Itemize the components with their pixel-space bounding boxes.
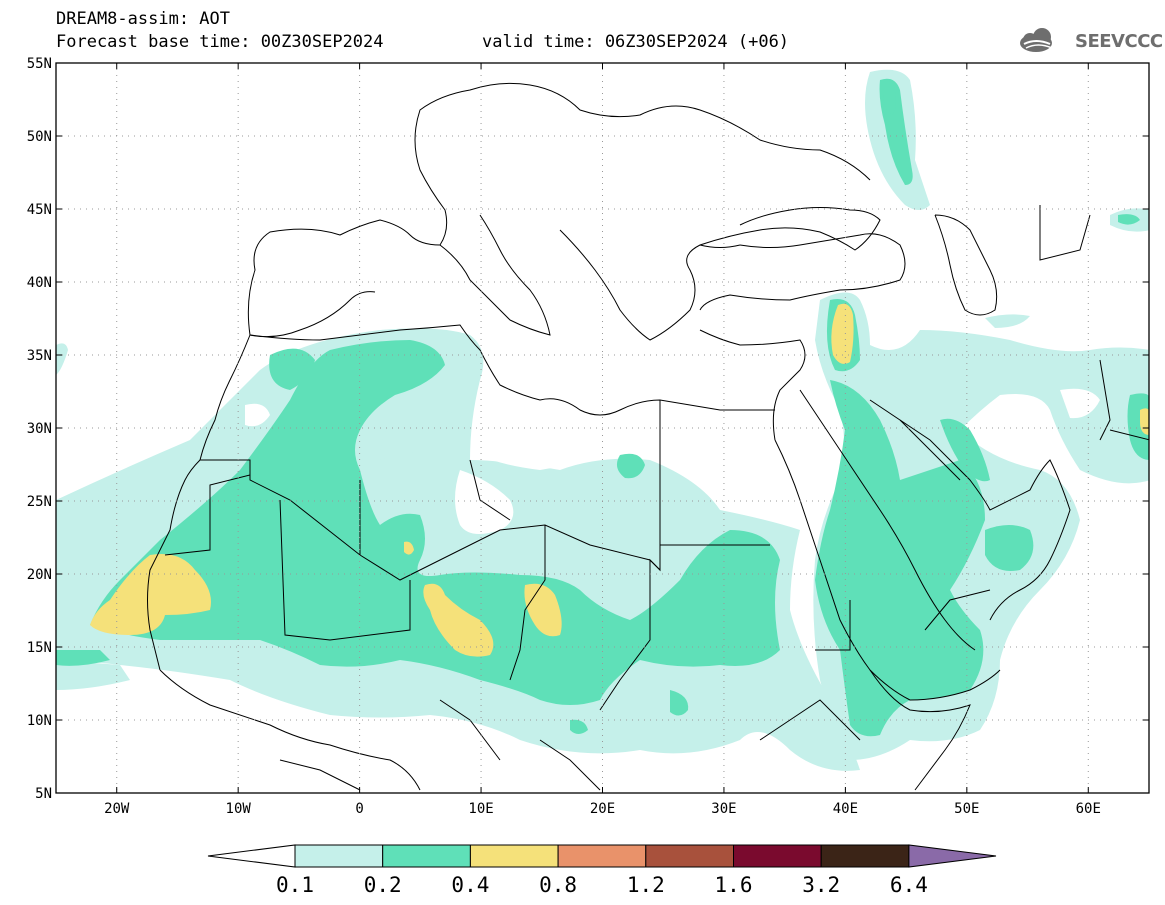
colorbar-box [557,844,647,868]
lat-tick-label: 30N [27,421,52,437]
colorbar-box [294,844,384,868]
colorbar-box [820,844,910,868]
lat-tick-label: 50N [27,129,52,145]
lat-tick-label: 35N [27,348,52,364]
lon-tick-label: 40E [833,801,858,817]
aot-level-mid [56,78,1149,737]
lon-tick-label: 20W [104,801,130,817]
lat-tick-label: 15N [27,640,52,656]
colorbar-box [645,844,734,868]
colorbar-level-label: 0.4 [451,873,489,897]
lat-tick-label: 10N [27,713,52,729]
aot-holes [245,383,1100,534]
coastlines [147,82,1149,791]
lon-tick-label: 30E [711,801,736,817]
valid-time: valid time: 06Z30SEP2024 (+06) [482,32,790,52]
colorbar-min-triangle [207,844,296,868]
colorbar-max-triangle [908,844,997,868]
lat-tick-label: 40N [27,275,52,291]
colorbar-level-label: 3.2 [802,873,840,897]
colorbar: 0.1 0.2 0.4 0.8 1.2 1.6 3.2 6.4 [207,844,997,897]
map-title: DREAM8-assim: AOT [56,9,230,29]
lat-tick-label: 25N [27,494,52,510]
aot-shading [56,69,1149,771]
colorbar-level-label: 1.6 [715,873,753,897]
lon-tick-label: 0 [355,801,363,817]
colorbar-level-label: 0.1 [276,873,314,897]
lat-tick-label: 45N [27,202,52,218]
aot-level-high [90,79,1149,657]
colorbar-level-label: 6.4 [890,873,928,897]
lat-tick-label: 20N [27,567,52,583]
lat-tick-label: 55N [27,56,52,72]
lon-tick-label: 20E [590,801,615,817]
lon-tick-label: 50E [954,801,979,817]
forecast-base-time: Forecast base time: 00Z30SEP2024 [56,32,384,52]
lat-tick-label: 5N [35,786,52,802]
colorbar-level-label: 0.8 [539,873,577,897]
colorbar-box [382,844,471,868]
lon-tick-label: 10E [468,801,493,817]
map-grid [56,63,1149,793]
colorbar-box [733,844,822,868]
colorbar-box [469,844,559,868]
colorbar-level-label: 0.2 [364,873,402,897]
lon-tick-label: 10W [226,801,252,817]
axis-ticks: 55N 50N 45N 40N 35N 30N 25N 20N 15N 10N 5N 20W 10W 0 1… [27,56,1149,817]
cloud-logo-icon [1020,28,1053,52]
lon-tick-label: 60E [1076,801,1101,817]
logo-text: SEEVCCC [1075,31,1163,52]
colorbar-level-label: 1.2 [627,873,665,897]
